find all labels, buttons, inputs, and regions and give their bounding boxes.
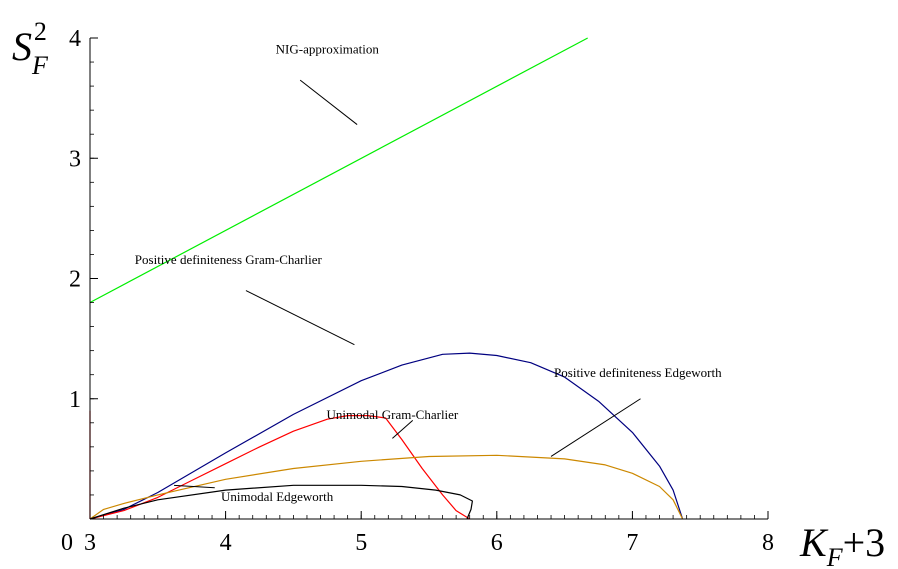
x-tick-label: 6 [491, 530, 503, 556]
annotation-label-3: Positive definiteness Edgeworth [554, 365, 722, 380]
y-axis-label-main: S [12, 24, 32, 69]
x-axis-label-sub: F [826, 543, 844, 569]
y-tick-label: 4 [69, 26, 81, 52]
annotation-pointers [174, 79, 641, 489]
y-tick-label: 3 [69, 146, 81, 172]
curves [89, 37, 684, 520]
annotation-pointer-1 [299, 79, 358, 125]
annotation-pointer-2 [245, 290, 355, 346]
annotation-label-1: NIG-approximation [276, 42, 380, 57]
y-axis-label-sub: F [31, 51, 49, 80]
x-axis-label: KF+3 [799, 520, 885, 569]
x-tick-label: 5 [355, 530, 367, 556]
y-axis-label-sup: 2 [34, 17, 47, 46]
y-tick-label: 2 [69, 267, 81, 293]
annotations: NIG-approximation Positive definiteness G… [135, 42, 722, 504]
y-tick-label: 1 [69, 387, 81, 413]
annotation-label-5: Unimodal Edgeworth [221, 489, 334, 504]
y-axis-label: SF 2 [12, 17, 49, 80]
series-line-5 [89, 484, 473, 520]
x-axis-label-tail: +3 [843, 520, 886, 565]
x-tick-label: 3 [84, 530, 96, 556]
x-tick-label: 8 [762, 530, 774, 556]
annotation-pointer-4 [392, 420, 414, 439]
series-line-2 [89, 352, 684, 520]
series-line-4 [89, 454, 684, 520]
annotation-pointer-5 [174, 484, 215, 489]
annotation-label-2: Positive definiteness Gram-Charlier [135, 252, 323, 267]
x-tick-label: 4 [220, 530, 232, 556]
series-line-1 [89, 37, 588, 304]
annotation-label-4: Unimodal Gram-Charlier [327, 407, 459, 422]
origin-label: 0 [61, 530, 73, 556]
annotation-pointer-3 [550, 398, 641, 457]
axes [89, 38, 768, 520]
series-line-3 [89, 415, 471, 520]
x-axis-label-main: K [799, 520, 829, 565]
x-tick-label: 7 [626, 530, 638, 556]
ticks: 3 4 5 6 7 8 1 2 3 4 [69, 26, 774, 556]
